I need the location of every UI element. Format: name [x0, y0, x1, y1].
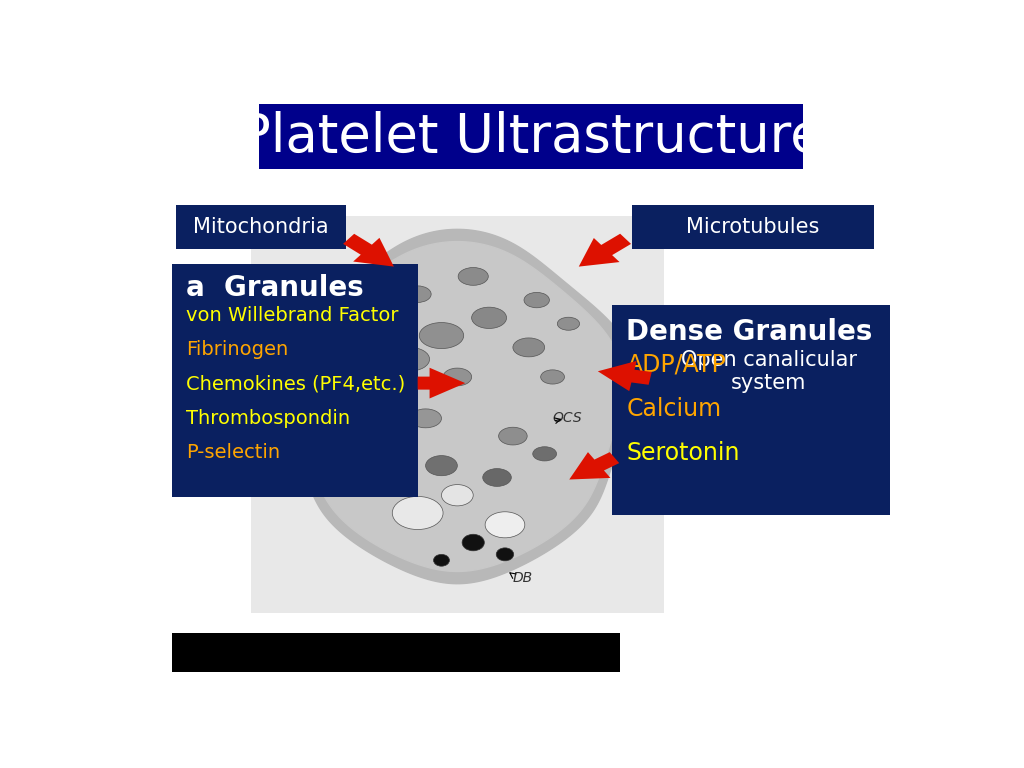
Ellipse shape: [373, 416, 398, 432]
Ellipse shape: [419, 323, 464, 349]
Text: Microtubules: Microtubules: [686, 217, 819, 237]
Text: von Willebrand Factor: von Willebrand Factor: [186, 306, 398, 325]
Polygon shape: [579, 233, 631, 266]
Text: Calcium: Calcium: [627, 396, 722, 421]
FancyBboxPatch shape: [632, 204, 873, 249]
Ellipse shape: [392, 496, 443, 529]
Ellipse shape: [441, 485, 473, 506]
FancyBboxPatch shape: [172, 263, 418, 497]
Text: Dense Granules: Dense Granules: [627, 318, 872, 346]
Ellipse shape: [426, 455, 458, 475]
Text: Serotonin: Serotonin: [627, 441, 740, 465]
Circle shape: [433, 554, 450, 566]
Text: ADP/ATP: ADP/ATP: [627, 353, 726, 376]
Text: Platelet Ultrastructure: Platelet Ultrastructure: [239, 111, 822, 163]
Text: Open canalicular
system: Open canalicular system: [681, 350, 857, 393]
Ellipse shape: [443, 368, 472, 386]
FancyBboxPatch shape: [612, 305, 890, 515]
Text: Mitochondria: Mitochondria: [194, 217, 329, 237]
Polygon shape: [598, 361, 651, 391]
Text: OCS: OCS: [553, 412, 583, 425]
Ellipse shape: [499, 427, 527, 445]
Ellipse shape: [342, 323, 367, 336]
FancyBboxPatch shape: [176, 204, 346, 249]
Ellipse shape: [458, 267, 488, 285]
Bar: [172, 634, 620, 672]
Polygon shape: [343, 233, 394, 266]
Ellipse shape: [524, 293, 550, 308]
Ellipse shape: [390, 347, 430, 371]
Text: Fibrinogen: Fibrinogen: [186, 340, 288, 359]
Bar: [251, 217, 664, 613]
FancyBboxPatch shape: [648, 343, 890, 399]
Ellipse shape: [472, 307, 507, 329]
Polygon shape: [418, 368, 465, 399]
Polygon shape: [292, 242, 623, 571]
Polygon shape: [281, 230, 635, 584]
Ellipse shape: [410, 409, 441, 428]
Ellipse shape: [541, 370, 564, 384]
Text: a  Granules: a Granules: [186, 274, 364, 303]
FancyBboxPatch shape: [259, 104, 803, 169]
Circle shape: [462, 535, 484, 551]
Ellipse shape: [532, 447, 557, 461]
Ellipse shape: [557, 317, 580, 330]
Text: DB: DB: [513, 571, 534, 585]
Ellipse shape: [404, 286, 431, 303]
Text: P-selectin: P-selectin: [186, 443, 280, 462]
Ellipse shape: [482, 468, 511, 486]
Polygon shape: [569, 452, 620, 479]
Ellipse shape: [381, 446, 407, 462]
Circle shape: [497, 548, 514, 561]
Text: Thrombospondin: Thrombospondin: [186, 409, 350, 428]
Ellipse shape: [513, 338, 545, 357]
Ellipse shape: [360, 366, 395, 388]
Ellipse shape: [485, 511, 525, 538]
Text: Chemokines (PF4,etc.): Chemokines (PF4,etc.): [186, 375, 406, 394]
